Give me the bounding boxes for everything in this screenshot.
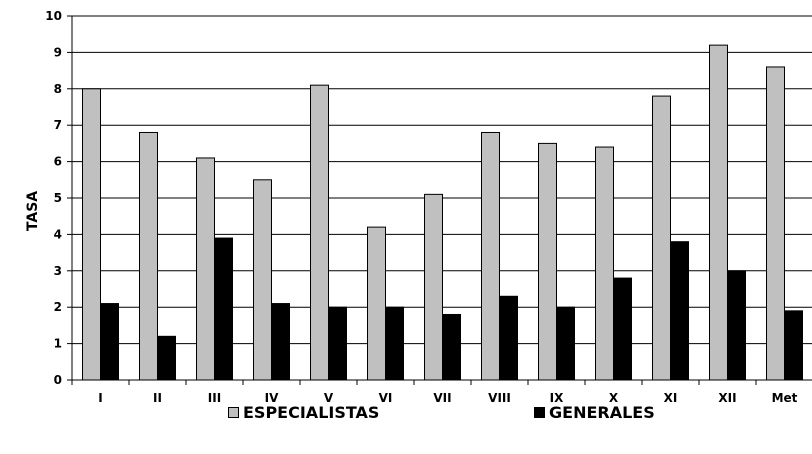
y-tick-label: 6 [54, 155, 62, 169]
bar-generales-ix [556, 306, 575, 381]
bar-especialistas-viii [481, 131, 500, 381]
bar-generales-v [328, 306, 347, 381]
y-tick-label: 0 [54, 373, 62, 387]
bar-especialistas-i [82, 88, 101, 381]
bar-especialistas-xi [652, 95, 671, 381]
bar-especialistas-vi [367, 226, 386, 381]
bar-especialistas-x [595, 146, 614, 381]
bars [82, 44, 803, 381]
y-tick-label: 3 [54, 264, 62, 278]
bar-especialistas-met [766, 66, 785, 381]
x-tick-label: X [609, 391, 619, 405]
legend-swatch-generales [534, 407, 545, 418]
y-tick-label: 2 [54, 300, 62, 314]
bar-generales-met [784, 310, 803, 381]
bar-generales-vi [385, 306, 404, 381]
y-tick-labels: 0 1 2 3 4 5 6 7 8 9 10 [45, 9, 72, 387]
legend-item-generales: GENERALES [534, 403, 655, 422]
legend-label-especialistas: ESPECIALISTAS [243, 403, 380, 422]
x-tick-label: XI [664, 391, 678, 405]
bar-generales-iii [214, 237, 233, 381]
bar-generales-viii [499, 295, 518, 381]
y-tick-label: 5 [54, 191, 62, 205]
bar-especialistas-iii [196, 157, 215, 381]
bar-generales-iv [271, 303, 290, 381]
legend-item-especialistas: ESPECIALISTAS [228, 403, 379, 422]
x-tick-label: XII [718, 391, 736, 405]
x-tick-label: VI [379, 391, 393, 405]
bar-especialistas-xii [709, 44, 728, 381]
legend: ESPECIALISTAS GENERALES [0, 403, 812, 433]
bar-generales-ii [157, 335, 176, 381]
bar-especialistas-v [310, 84, 329, 381]
y-tick-label: 8 [54, 82, 62, 96]
x-tick-label: VII [433, 391, 451, 405]
x-tick-label: I [98, 391, 102, 405]
x-tick-label: II [153, 391, 162, 405]
bar-especialistas-vii [424, 193, 443, 381]
bar-generales-xii [727, 270, 746, 381]
x-tick-label: III [208, 391, 221, 405]
x-tick-label: V [324, 391, 334, 405]
bar-generales-x [613, 277, 632, 381]
bar-especialistas-iv [253, 179, 272, 381]
x-tick-label: VIII [488, 391, 511, 405]
bar-especialistas-ii [139, 131, 158, 381]
y-tick-label: 10 [45, 9, 62, 23]
legend-swatch-especialistas [228, 407, 239, 418]
x-tick-labels: I II III IV V VI VII VIII IX X XI XII Met [71, 380, 798, 405]
x-tick-label: Met [772, 391, 798, 405]
bar-generales-vii [442, 313, 461, 381]
y-axis-title: TASA [25, 191, 41, 231]
y-tick-label: 9 [54, 45, 62, 59]
y-tick-label: 4 [54, 227, 62, 241]
y-tick-label: 7 [54, 118, 62, 132]
y-tick-label: 1 [54, 337, 62, 351]
legend-label-generales: GENERALES [549, 403, 655, 422]
x-tick-label: IV [265, 391, 279, 405]
bar-especialistas-ix [538, 142, 557, 381]
bar-generales-xi [670, 241, 689, 381]
x-tick-label: IX [550, 391, 564, 405]
bar-generales-i [100, 303, 119, 381]
